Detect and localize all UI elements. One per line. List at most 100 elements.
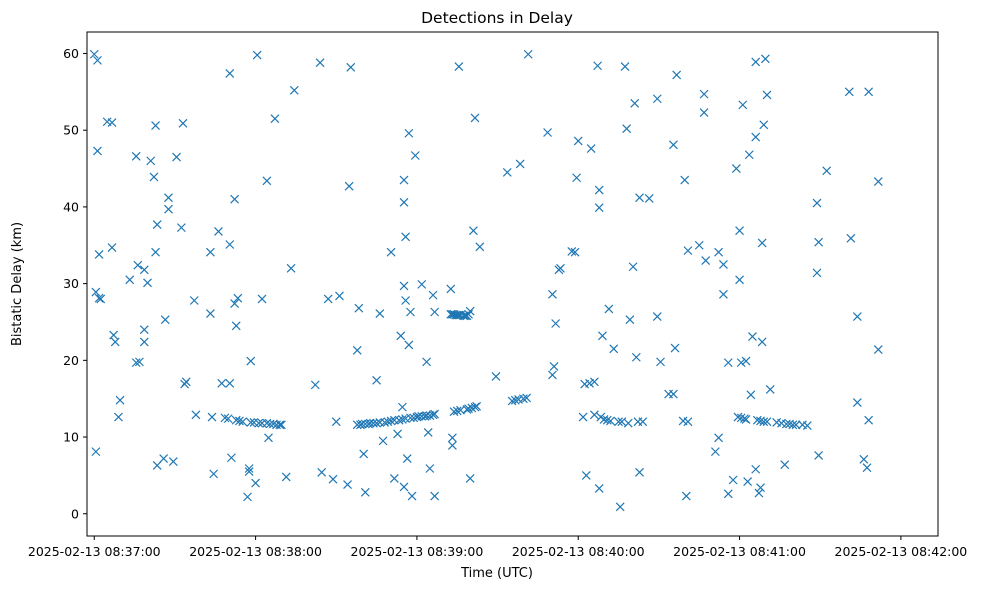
- data-point: [468, 226, 478, 236]
- data-point: [656, 357, 665, 367]
- data-point: [131, 151, 141, 161]
- data-point: [135, 357, 144, 367]
- y-axis-label: Bistatic Delay (km): [10, 222, 25, 346]
- data-point: [149, 172, 159, 182]
- data-point: [470, 113, 480, 123]
- data-point: [802, 421, 812, 430]
- data-point: [699, 108, 709, 117]
- data-point: [386, 247, 396, 257]
- data-point: [672, 70, 682, 80]
- data-point: [207, 412, 217, 422]
- data-point: [404, 128, 414, 138]
- data-point: [743, 477, 753, 486]
- data-point: [551, 319, 561, 328]
- data-point: [751, 57, 761, 67]
- data-point: [620, 62, 630, 71]
- data-point: [735, 226, 744, 236]
- data-point: [759, 120, 769, 130]
- x-axis: 2025-02-13 08:37:00 2025-02-13 08:38:00 20…: [28, 536, 967, 559]
- data-point: [754, 488, 764, 498]
- data-point: [788, 420, 798, 430]
- data-point: [289, 85, 299, 95]
- y-tick-label: 20: [63, 353, 79, 368]
- data-point: [401, 232, 411, 242]
- data-point: [131, 358, 141, 368]
- data-point: [220, 413, 230, 423]
- data-point: [125, 275, 135, 285]
- data-point: [701, 256, 711, 266]
- data-point: [276, 420, 286, 430]
- data-point: [598, 331, 607, 341]
- data-point: [315, 58, 325, 68]
- data-point: [205, 247, 215, 257]
- data-point: [328, 474, 338, 484]
- data-point: [751, 464, 761, 474]
- data-point: [518, 394, 528, 404]
- data-point: [225, 69, 235, 78]
- x-tick-label: 2025-02-13 08:40:00: [512, 544, 645, 559]
- data-point: [114, 412, 123, 422]
- data-point: [159, 454, 169, 463]
- data-point: [191, 410, 201, 420]
- data-point: [425, 464, 435, 473]
- data-point: [254, 418, 264, 428]
- data-point: [139, 325, 149, 335]
- data-point: [386, 416, 396, 426]
- y-tick-label: 40: [63, 199, 79, 214]
- data-point: [430, 491, 440, 501]
- data-point: [522, 393, 532, 403]
- data-point: [719, 289, 728, 299]
- data-point: [205, 309, 215, 318]
- data-point: [152, 220, 162, 229]
- data-point: [404, 340, 414, 350]
- data-point: [164, 204, 173, 214]
- data-point: [714, 433, 724, 443]
- data-point: [251, 478, 261, 488]
- data-point: [365, 418, 375, 428]
- data-point: [759, 417, 769, 427]
- data-point: [523, 49, 533, 59]
- data-point: [231, 321, 241, 331]
- data-point: [581, 470, 591, 480]
- data-point: [143, 278, 152, 288]
- data-point: [710, 447, 720, 457]
- data-point: [217, 378, 227, 388]
- data-point: [681, 491, 691, 501]
- data-point: [133, 260, 143, 270]
- data-point: [585, 378, 594, 388]
- data-point: [91, 287, 101, 297]
- data-point: [344, 181, 354, 191]
- data-point: [235, 416, 244, 426]
- data-point: [751, 132, 761, 142]
- data-point: [604, 304, 614, 314]
- data-point: [723, 489, 733, 499]
- data-point: [393, 429, 402, 439]
- data-point: [264, 433, 273, 443]
- data-point: [615, 502, 625, 512]
- data-point: [357, 419, 367, 429]
- data-point: [614, 417, 623, 427]
- data-point: [573, 136, 583, 146]
- data-point: [401, 296, 411, 305]
- y-tick-label: 10: [63, 430, 79, 445]
- data-point: [735, 275, 744, 285]
- data-point: [625, 315, 635, 325]
- data-point: [176, 223, 186, 233]
- y-tick-label: 0: [71, 506, 79, 521]
- data-point: [454, 62, 464, 71]
- data-point: [762, 90, 772, 100]
- data-point: [864, 87, 874, 97]
- data-point: [346, 62, 356, 72]
- data-point: [360, 487, 370, 497]
- data-point: [543, 128, 553, 137]
- chart-title: Detections in Delay: [421, 9, 573, 27]
- data-point: [372, 375, 382, 385]
- data-point: [812, 268, 822, 278]
- data-point: [417, 279, 427, 289]
- data-point: [323, 294, 333, 304]
- data-point: [622, 124, 632, 134]
- data-point: [399, 281, 409, 291]
- x-tick-label: 2025-02-13 08:39:00: [351, 544, 484, 559]
- data-point: [635, 467, 644, 477]
